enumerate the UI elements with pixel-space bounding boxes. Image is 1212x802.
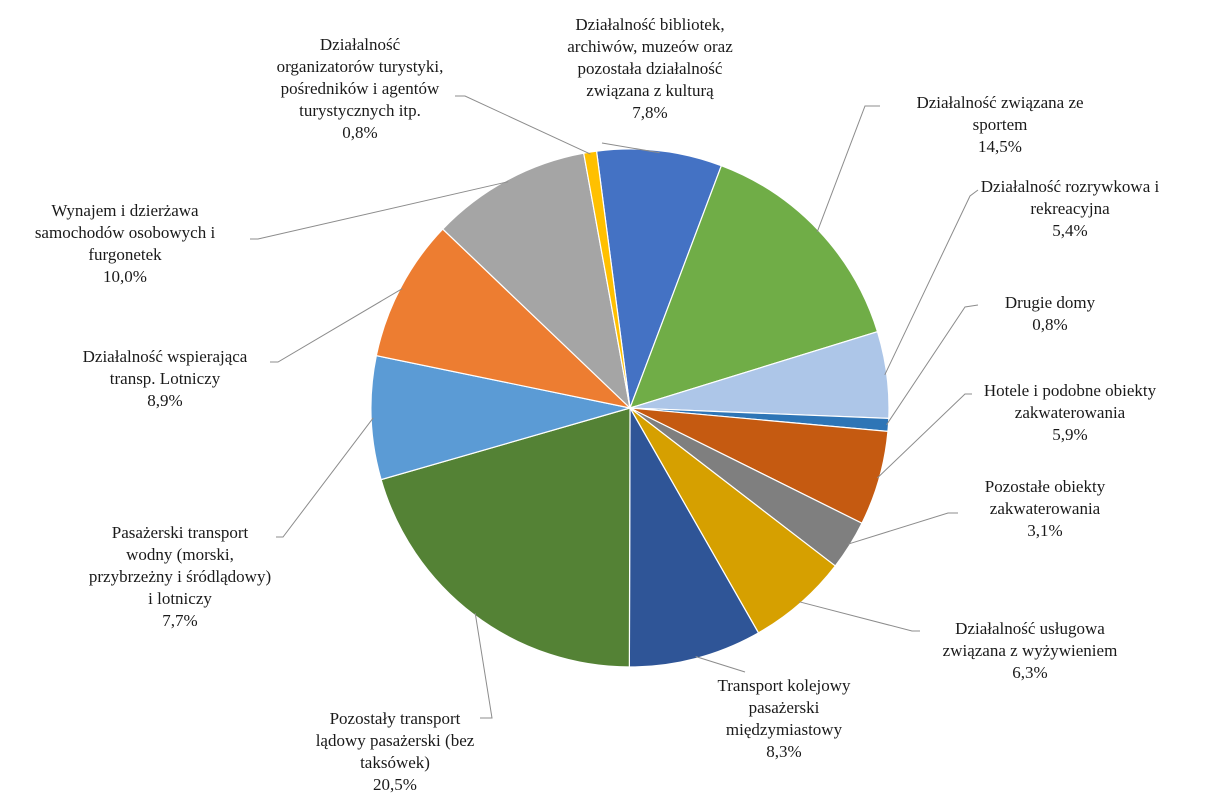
slice-name-line: turystycznych itp. xyxy=(299,101,421,120)
slice-label: Hotele i podobne obiekty zakwaterowania 5,… xyxy=(984,381,1157,444)
slice-name-line: Działalność związana ze xyxy=(916,93,1083,112)
slice-name-line: przybrzeżny i śródlądowy) xyxy=(89,567,271,586)
slice-name-line: Transport kolejowy xyxy=(717,676,851,695)
leader-line xyxy=(601,142,660,154)
slice-name-line: Działalność usługowa xyxy=(955,619,1105,638)
slice-name-line: Działalność wspierająca xyxy=(83,347,248,366)
slice-name-line: Drugie domy xyxy=(1005,293,1096,312)
slice-value-label: 8,3% xyxy=(766,742,801,761)
leader-line xyxy=(798,601,920,632)
slice-name-line: samochodów osobowych i xyxy=(35,223,216,242)
slice-name-line: Hotele i podobne obiekty xyxy=(984,381,1157,400)
slice-label: Pozostały transport lądowy pasażerski (be… xyxy=(316,709,475,794)
leader-line xyxy=(884,189,979,376)
slice-label: Pasażerski transport wodny (morski, przybr… xyxy=(89,523,271,630)
pie-slice xyxy=(441,152,631,410)
slice-name-line: zakwaterowania xyxy=(1015,403,1126,422)
pie-slice xyxy=(380,407,631,668)
slice-name-line: i lotniczy xyxy=(148,589,212,608)
leader-line xyxy=(847,512,958,545)
slice-name-line: Działalność rozrywkowa i xyxy=(981,177,1160,196)
slice-name-line: Pozostałe obiekty xyxy=(985,477,1106,496)
slice-value-label: 14,5% xyxy=(978,137,1022,156)
slice-name-line: związana z wyżywieniem xyxy=(943,641,1118,660)
slice-value-label: 3,1% xyxy=(1027,521,1062,540)
slice-name-line: archiwów, muzeów oraz xyxy=(567,37,733,56)
slice-label: Działalność organizatorów turystyki, pośre… xyxy=(277,35,444,142)
pie-slice xyxy=(375,228,632,410)
slice-value-label: 5,4% xyxy=(1052,221,1087,240)
slice-label: Działalność wspierająca transp. Lotniczy 8… xyxy=(83,347,248,410)
leader-line xyxy=(455,95,591,155)
pie-slices xyxy=(370,148,890,668)
leader-line xyxy=(816,105,880,233)
slice-name-line: Wynajem i dzierżawa xyxy=(51,201,199,220)
leader-line xyxy=(276,417,374,538)
slice-value-label: 6,3% xyxy=(1012,663,1047,682)
slice-value-label: 0,8% xyxy=(342,123,377,142)
slice-name-line: lądowy pasażerski (bez xyxy=(316,731,475,750)
pie-slice xyxy=(629,164,879,409)
leader-line xyxy=(695,656,746,673)
slice-value-label: 7,7% xyxy=(162,611,197,630)
slice-name-line: międzymiastowy xyxy=(726,720,843,739)
slice-label: Działalność rozrywkowa i rekreacyjna 5,4% xyxy=(981,177,1160,240)
pie-slice xyxy=(582,150,631,409)
slice-value-label: 0,8% xyxy=(1032,315,1067,334)
slice-name-line: pozostała działalność xyxy=(578,59,723,78)
slice-label: Pozostałe obiekty zakwaterowania 3,1% xyxy=(985,477,1106,540)
slice-label: Wynajem i dzierżawa samochodów osobowych … xyxy=(35,201,216,286)
pie-slice xyxy=(370,354,631,481)
slice-name-line: rekreacyjna xyxy=(1030,199,1110,218)
slice-value-label: 10,0% xyxy=(103,267,147,286)
slice-value-label: 8,9% xyxy=(147,391,182,410)
slice-name-line: Pasażerski transport xyxy=(112,523,249,542)
leader-line xyxy=(270,288,403,363)
leader-line xyxy=(250,181,509,240)
slice-name-line: organizatorów turystyki, xyxy=(277,57,444,76)
slice-label: Działalność bibliotek, archiwów, muzeów o… xyxy=(567,15,733,122)
leader-line xyxy=(876,393,972,479)
slice-name-line: Pozostały transport xyxy=(330,709,461,728)
slice-name-line: furgonetek xyxy=(88,245,162,264)
slice-name-line: sportem xyxy=(973,115,1028,134)
slice-labels: Działalność bibliotek, archiwów, muzeów o… xyxy=(35,15,1160,794)
slice-label: Działalność usługowa związana z wyżywieni… xyxy=(943,619,1118,682)
slice-name-line: Działalność xyxy=(320,35,401,54)
slice-value-label: 7,8% xyxy=(632,103,667,122)
slice-name-line: związana z kulturą xyxy=(586,81,714,100)
slice-name-line: pasażerski xyxy=(749,698,820,717)
slice-value-label: 20,5% xyxy=(373,775,417,794)
slice-name-line: pośredników i agentów xyxy=(281,79,440,98)
leader-line xyxy=(886,304,979,426)
slice-label: Działalność związana ze sportem 14,5% xyxy=(916,93,1083,156)
slice-name-line: Działalność bibliotek, xyxy=(575,15,724,34)
pie-slice xyxy=(628,405,760,668)
slice-name-line: zakwaterowania xyxy=(990,499,1101,518)
slice-name-line: transp. Lotniczy xyxy=(110,369,221,388)
slice-name-line: wodny (morski, xyxy=(126,545,234,564)
slice-name-line: taksówek) xyxy=(360,753,430,772)
slice-label: Drugie domy 0,8% xyxy=(1005,293,1096,334)
leader-line xyxy=(474,613,493,719)
slice-value-label: 5,9% xyxy=(1052,425,1087,444)
pie-slice xyxy=(595,148,723,409)
leader-lines xyxy=(250,95,979,719)
slice-label: Transport kolejowy pasażerski międzymiasto… xyxy=(717,676,851,761)
